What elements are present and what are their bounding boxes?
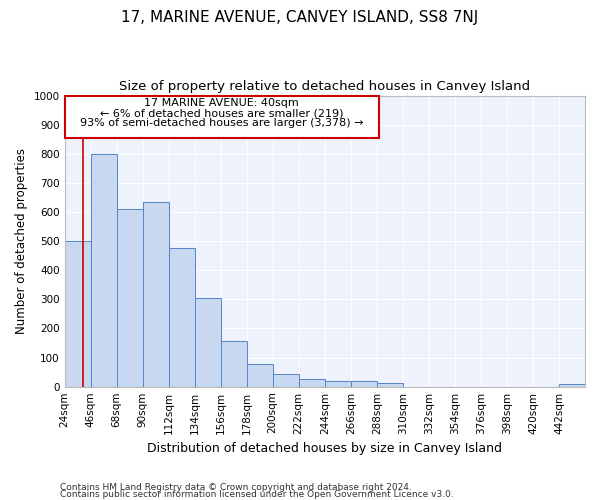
X-axis label: Distribution of detached houses by size in Canvey Island: Distribution of detached houses by size … bbox=[147, 442, 502, 455]
Bar bbox=[116, 209, 143, 386]
Title: Size of property relative to detached houses in Canvey Island: Size of property relative to detached ho… bbox=[119, 80, 530, 93]
Bar bbox=[325, 381, 351, 386]
Bar bbox=[91, 154, 116, 386]
Bar bbox=[351, 381, 377, 386]
Bar bbox=[65, 96, 379, 138]
Text: 17, MARINE AVENUE, CANVEY ISLAND, SS8 7NJ: 17, MARINE AVENUE, CANVEY ISLAND, SS8 7N… bbox=[121, 10, 479, 25]
Bar bbox=[194, 298, 221, 386]
Y-axis label: Number of detached properties: Number of detached properties bbox=[15, 148, 28, 334]
Bar bbox=[143, 202, 169, 386]
Text: Contains public sector information licensed under the Open Government Licence v3: Contains public sector information licen… bbox=[60, 490, 454, 499]
Text: 17 MARINE AVENUE: 40sqm: 17 MARINE AVENUE: 40sqm bbox=[145, 98, 299, 108]
Bar bbox=[247, 364, 273, 386]
Text: Contains HM Land Registry data © Crown copyright and database right 2024.: Contains HM Land Registry data © Crown c… bbox=[60, 484, 412, 492]
Bar bbox=[559, 384, 585, 386]
Bar bbox=[221, 340, 247, 386]
Bar bbox=[169, 248, 194, 386]
Bar bbox=[299, 380, 325, 386]
Bar bbox=[65, 241, 91, 386]
Text: ← 6% of detached houses are smaller (219): ← 6% of detached houses are smaller (219… bbox=[100, 108, 344, 118]
Text: 93% of semi-detached houses are larger (3,378) →: 93% of semi-detached houses are larger (… bbox=[80, 118, 364, 128]
Bar bbox=[273, 374, 299, 386]
Bar bbox=[377, 383, 403, 386]
